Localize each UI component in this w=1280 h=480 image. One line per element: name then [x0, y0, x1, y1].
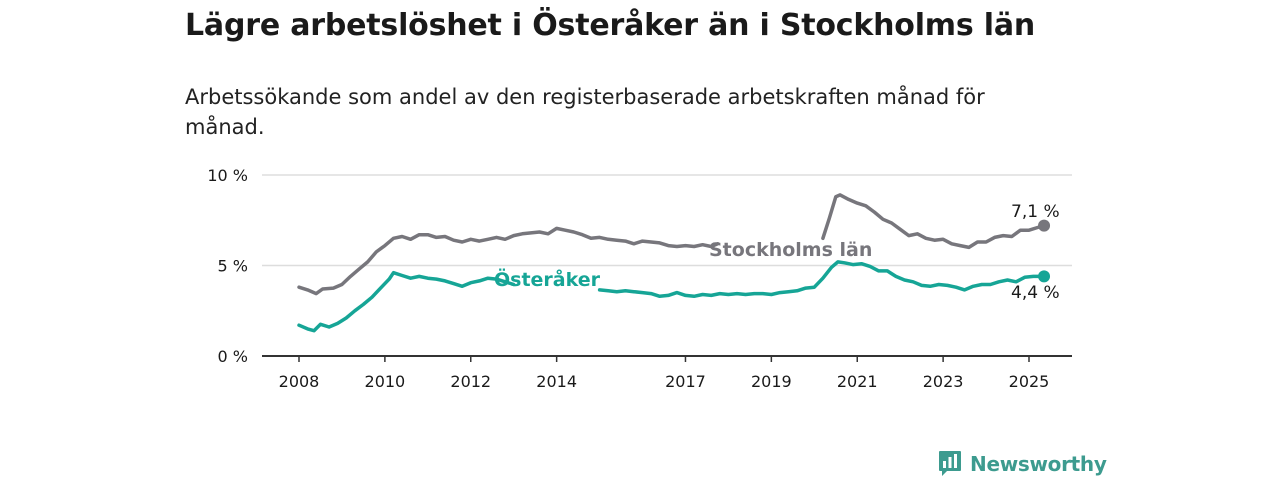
y-tick-label: 0 % [218, 347, 248, 366]
x-tick-label: 2017 [665, 372, 706, 391]
series-label-stockholm: Stockholms län [709, 239, 872, 261]
chart-subtitle: Arbetssökande som andel av den registerb… [185, 85, 985, 139]
brand-name: Newsworthy [970, 452, 1107, 476]
x-tick-label: 2019 [751, 372, 792, 391]
x-tick-label: 2025 [1009, 372, 1050, 391]
chart-title: Lägre arbetslöshet i Österåker än i Stoc… [185, 8, 1036, 43]
grid-lines [262, 174, 1072, 267]
series-lines [297, 193, 1051, 333]
series-line-osteraker [597, 260, 1046, 299]
end-point-osteraker [1038, 270, 1051, 283]
end-label-stockholm: 7,1 % [1011, 202, 1060, 222]
end-point-stockholm [1038, 219, 1051, 232]
series-label-osteraker: Österåker [494, 267, 601, 291]
series-labels: Stockholms län Österåker 7,1 % 4,4 % [494, 202, 1060, 303]
x-tick-label: 2021 [837, 372, 878, 391]
brand-logo: Newsworthy [938, 450, 1107, 478]
series-line-osteraker [297, 270, 516, 333]
y-tick-label: 5 % [218, 257, 248, 276]
x-tick-label: 2023 [923, 372, 964, 391]
x-tick-label: 2010 [365, 372, 406, 391]
x-tick-label: 2008 [279, 372, 320, 391]
axes: 0 % 5 % 10 % 2008 2010 2012 2014 2017 2019 2021 20… [207, 166, 1072, 391]
series-line-stockholm [821, 193, 1046, 250]
x-tick-label: 2014 [536, 372, 577, 391]
end-label-osteraker: 4,4 % [1011, 283, 1060, 303]
series-line-stockholm [297, 226, 720, 296]
newsworthy-logo-icon [939, 451, 961, 476]
x-tick-label: 2012 [450, 372, 491, 391]
y-tick-label: 10 % [207, 166, 248, 185]
